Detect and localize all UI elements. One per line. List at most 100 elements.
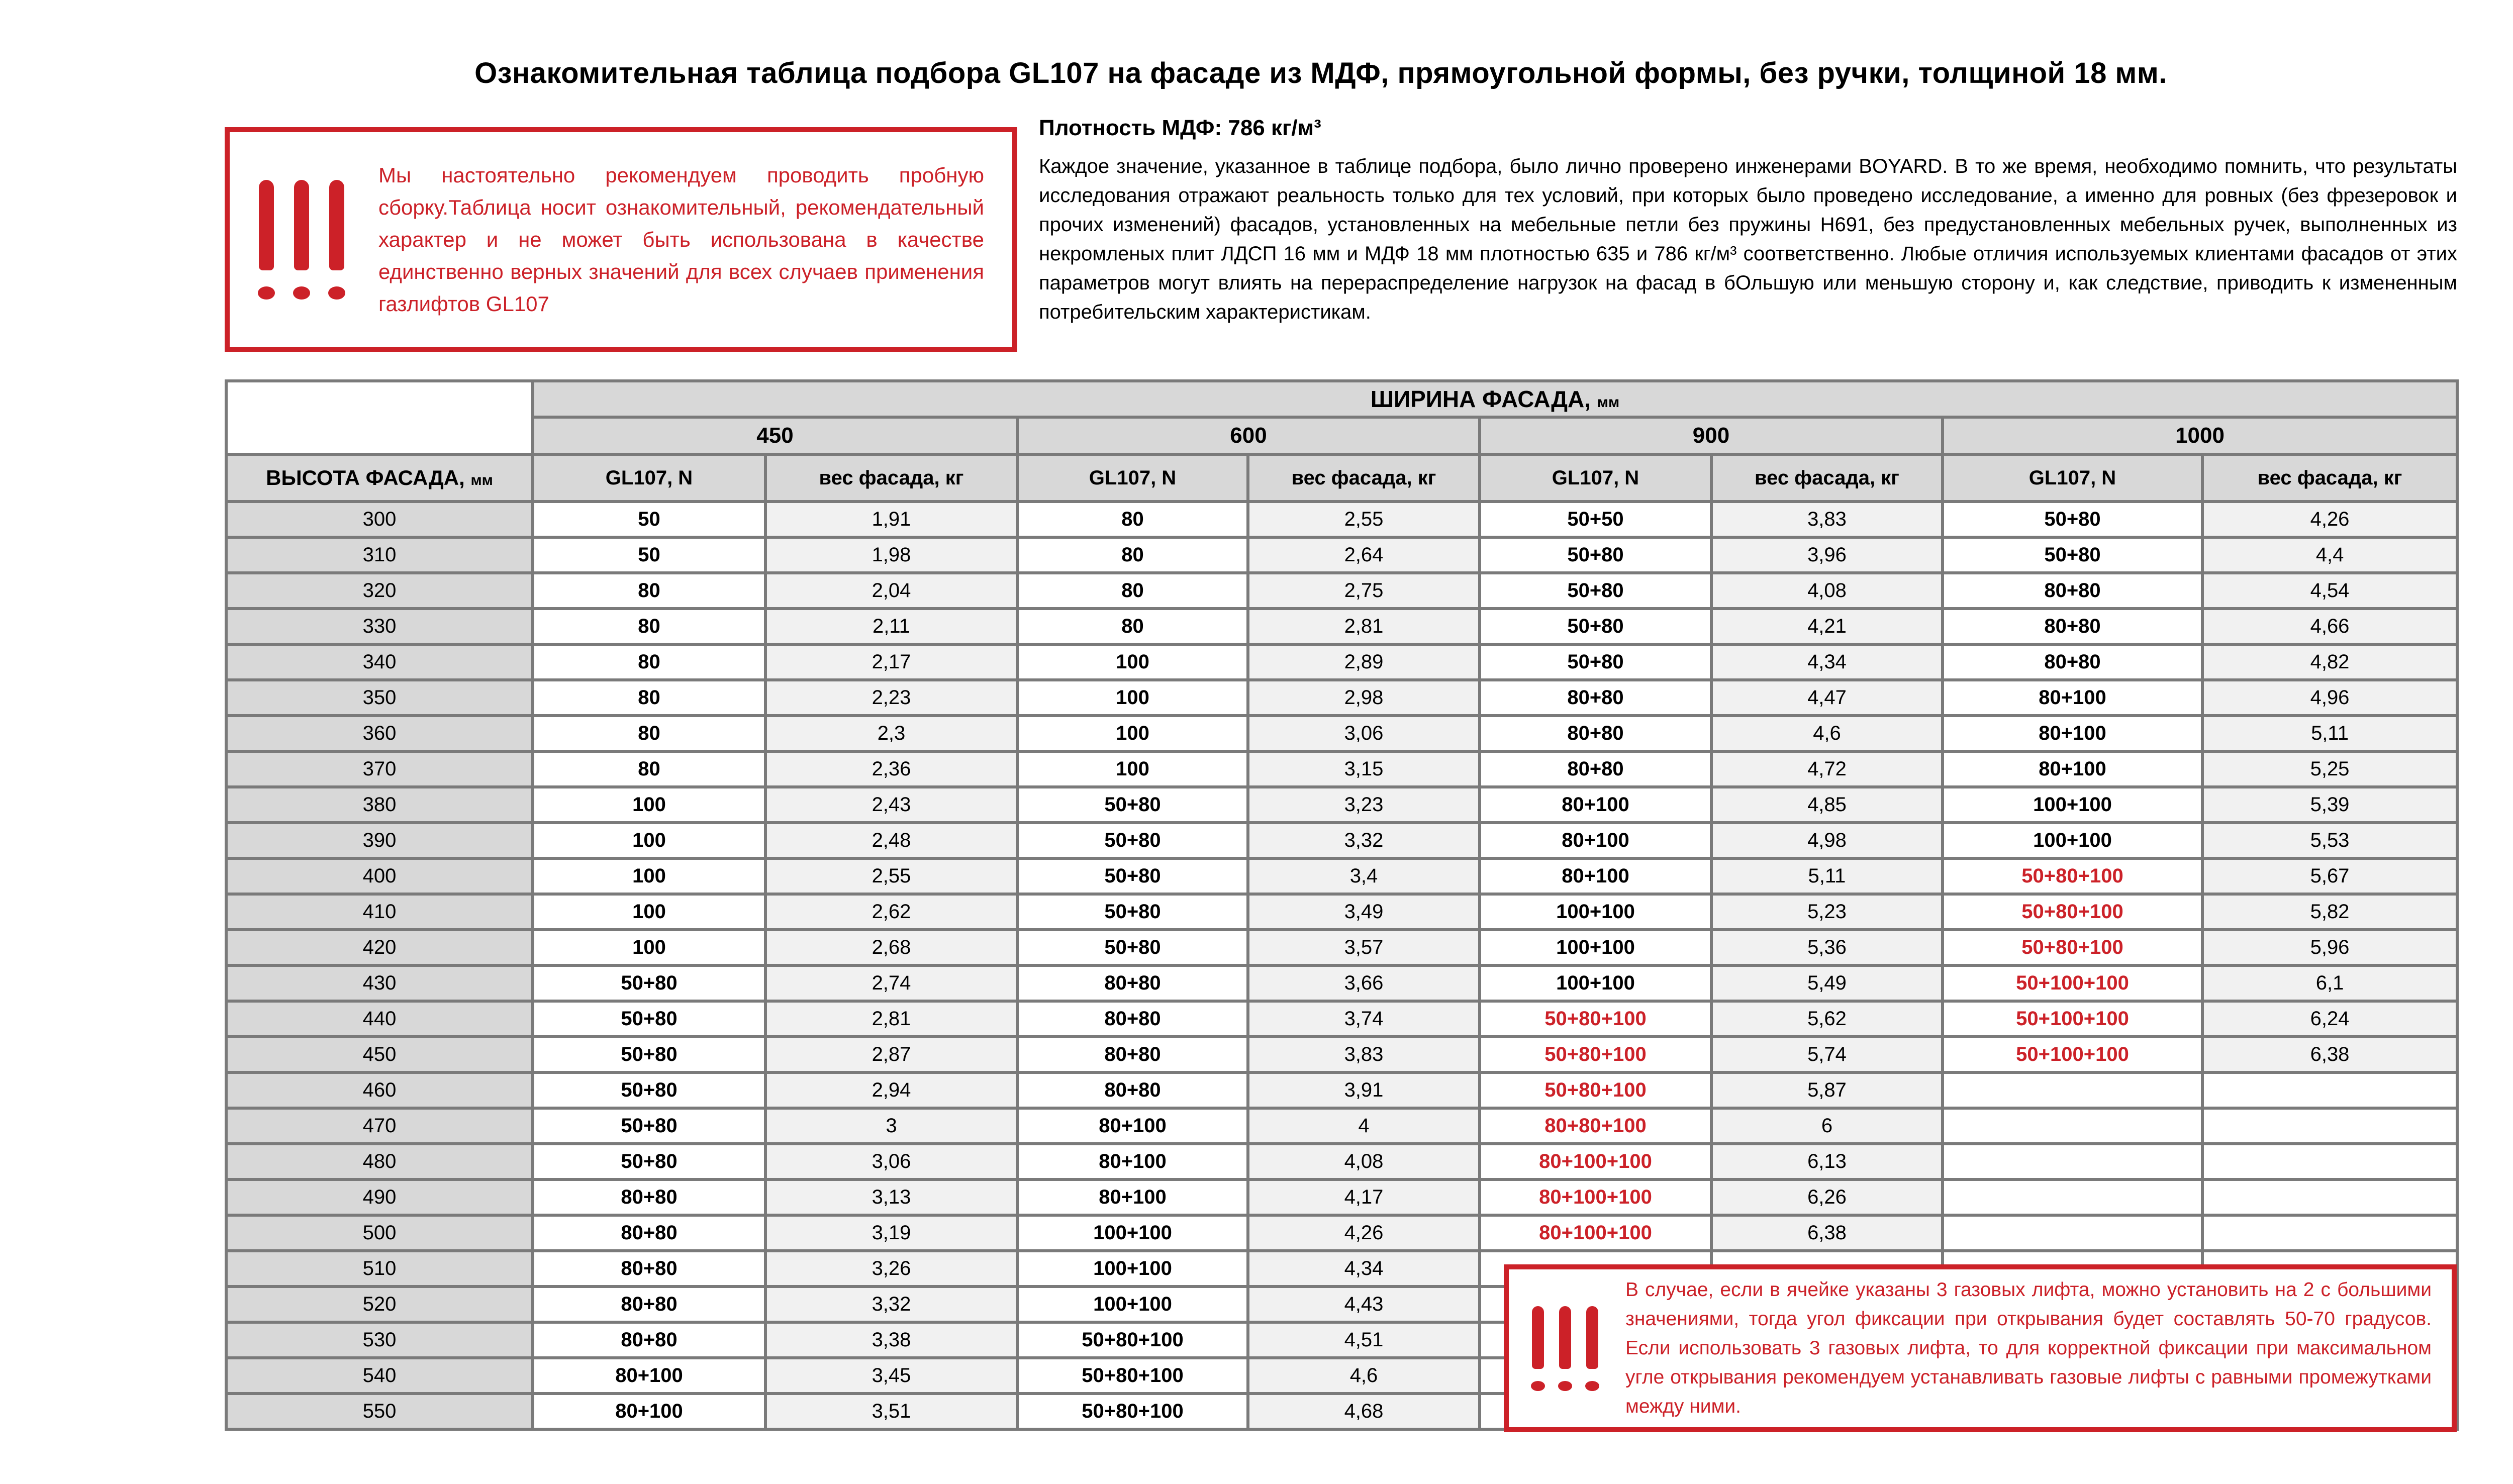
weight-cell: 3,26 — [764, 1249, 1019, 1288]
exclamation-icon — [328, 179, 345, 300]
table-row: 500 80+80 3,19 100+100 4,26 80+100+100 6,38 — [225, 1214, 2459, 1252]
weight-column-header: вес фасада, кг — [764, 453, 1019, 503]
gl107-cell: 80+80 — [1478, 714, 1713, 753]
table-row: 420 100 2,68 50+80 3,57 100+100 5,36 50+80+100 5… — [225, 928, 2459, 967]
gl107-cell: 80+80 — [1941, 643, 2204, 681]
weight-cell: 3,83 — [1710, 500, 1944, 539]
gl107-column-header: GL107, N — [531, 453, 767, 503]
gl107-cell: 100+100 — [1941, 821, 2204, 860]
table-row: 490 80+80 3,13 80+100 4,17 80+100+100 6,26 — [225, 1178, 2459, 1217]
gl107-cell: 80+80 — [1478, 678, 1713, 717]
gl107-cell: 100+100 — [1478, 928, 1713, 967]
height-cell: 310 — [225, 536, 534, 574]
gl107-cell: 50+80 — [531, 1071, 767, 1110]
height-cell: 540 — [225, 1356, 534, 1395]
three-lifts-note-box: В случае, если в ячейке указаны 3 газовы… — [1504, 1264, 2457, 1432]
weight-cell: 2,3 — [764, 714, 1019, 753]
gl107-cell: 50+80+100 — [1941, 857, 2204, 896]
page-title: Ознакомительная таблица подбора GL107 на… — [474, 57, 2167, 89]
height-cell: 430 — [225, 964, 534, 1003]
height-cell: 370 — [225, 750, 534, 788]
empty-cell — [1941, 1071, 2204, 1110]
table-row: 350 80 2,23 100 2,98 80+80 4,47 80+100 4,96 — [225, 678, 2459, 717]
weight-cell: 5,11 — [2200, 714, 2459, 753]
weight-cell: 6,13 — [1710, 1142, 1944, 1181]
gl107-cell: 50+80 — [531, 964, 767, 1003]
table-row: 400 100 2,55 50+80 3,4 80+100 5,11 50+80+100 5,6… — [225, 857, 2459, 896]
table-row: 430 50+80 2,74 80+80 3,66 100+100 5,49 50+100+1… — [225, 964, 2459, 1003]
table-row: 310 50 1,98 80 2,64 50+80 3,96 50+80 4,4 — [225, 536, 2459, 574]
weight-cell: 5,87 — [1710, 1071, 1944, 1110]
weight-cell: 3,32 — [764, 1285, 1019, 1324]
height-cell: 340 — [225, 643, 534, 681]
table-header-row: ВЫСОТА ФАСАДА, мм GL107, N вес фасада, к… — [225, 453, 2459, 503]
gl107-cell: 80+100 — [1478, 821, 1713, 860]
gl107-cell: 100 — [1016, 643, 1249, 681]
weight-cell: 4,17 — [1246, 1178, 1481, 1217]
gl107-cell: 100+100 — [1016, 1249, 1249, 1288]
gl107-cell: 80+100 — [1016, 1142, 1249, 1181]
weight-cell: 2,17 — [764, 643, 1019, 681]
exclamation-icon — [258, 179, 275, 300]
gl107-cell: 80+80 — [1941, 571, 2204, 610]
height-cell: 400 — [225, 857, 534, 896]
weight-cell: 4,54 — [2200, 571, 2459, 610]
gl107-cell: 80 — [531, 643, 767, 681]
height-cell: 350 — [225, 678, 534, 717]
methodology-paragraph: Каждое значение, указанное в таблице под… — [1039, 155, 2457, 323]
height-cell: 500 — [225, 1214, 534, 1252]
gl107-cell: 100 — [1016, 750, 1249, 788]
gl107-cell: 80+100 — [1941, 678, 2204, 717]
weight-cell: 2,68 — [764, 928, 1019, 967]
corner-cell — [225, 379, 534, 456]
weight-cell: 4,08 — [1246, 1142, 1481, 1181]
table-row: 460 50+80 2,94 80+80 3,91 50+80+100 5,87 — [225, 1071, 2459, 1110]
gl107-cell: 80+100 — [1016, 1178, 1249, 1217]
height-cell: 480 — [225, 1142, 534, 1181]
weight-cell: 2,62 — [764, 893, 1019, 931]
height-cell: 360 — [225, 714, 534, 753]
weight-cell: 4 — [1246, 1107, 1481, 1145]
table-row: 320 80 2,04 80 2,75 50+80 4,08 80+80 4,54 — [225, 571, 2459, 610]
weight-cell: 2,64 — [1246, 536, 1481, 574]
gl107-cell: 100+100 — [1478, 893, 1713, 931]
gl107-cell: 50+80+100 — [1478, 1071, 1713, 1110]
weight-cell: 4,26 — [1246, 1214, 1481, 1252]
height-cell: 550 — [225, 1392, 534, 1431]
gl107-cell: 50+80 — [1016, 857, 1249, 896]
weight-cell: 3,32 — [1246, 821, 1481, 860]
weight-cell: 2,36 — [764, 750, 1019, 788]
gl107-cell: 50+80+100 — [1016, 1356, 1249, 1395]
selection-table: ШИРИНА ФАСАДА, мм 450 600 900 1000 ВЫСОТ… — [225, 379, 2459, 1431]
empty-cell — [1941, 1107, 2204, 1145]
gl107-cell: 80+80 — [1478, 750, 1713, 788]
table-row: 390 100 2,48 50+80 3,32 80+100 4,98 100+100 5,53 — [225, 821, 2459, 860]
weight-cell: 5,25 — [2200, 750, 2459, 788]
weight-cell: 1,98 — [764, 536, 1019, 574]
gl107-cell: 80 — [1016, 607, 1249, 646]
gl107-cell: 50+80 — [1478, 571, 1713, 610]
gl107-cell: 50+80+100 — [1478, 1035, 1713, 1074]
table-header-row: 450 600 900 1000 — [226, 416, 2459, 456]
width-header: ШИРИНА ФАСАДА, мм — [531, 379, 2459, 419]
weight-cell: 2,98 — [1246, 678, 1481, 717]
height-cell: 520 — [225, 1285, 534, 1324]
gl107-cell: 50+80+100 — [1478, 1000, 1713, 1038]
weight-cell: 3,19 — [764, 1214, 1019, 1252]
gl107-cell: 50+80 — [1478, 643, 1713, 681]
weight-cell: 4,26 — [2200, 500, 2459, 539]
gl107-cell: 50+50 — [1478, 500, 1713, 539]
gl107-cell: 100 — [531, 821, 767, 860]
gl107-cell: 100+100 — [1478, 964, 1713, 1003]
table-row: 440 50+80 2,81 80+80 3,74 50+80+100 5,62 50+100… — [225, 1000, 2459, 1038]
gl107-cell: 80 — [531, 714, 767, 753]
gl107-cell: 80+80+100 — [1478, 1107, 1713, 1145]
weight-cell: 4,4 — [2200, 536, 2459, 574]
trial-assembly-warning-text: Мы настоятельно рекомендуем проводить пр… — [378, 163, 984, 316]
table-header-row: ШИРИНА ФАСАДА, мм — [225, 379, 2459, 456]
weight-cell: 5,53 — [2200, 821, 2459, 860]
gl107-cell: 100 — [531, 928, 767, 967]
gl107-cell: 80+80 — [1016, 1000, 1249, 1038]
triple-exclamation-icon — [258, 179, 345, 300]
weight-cell: 3,51 — [764, 1392, 1019, 1431]
